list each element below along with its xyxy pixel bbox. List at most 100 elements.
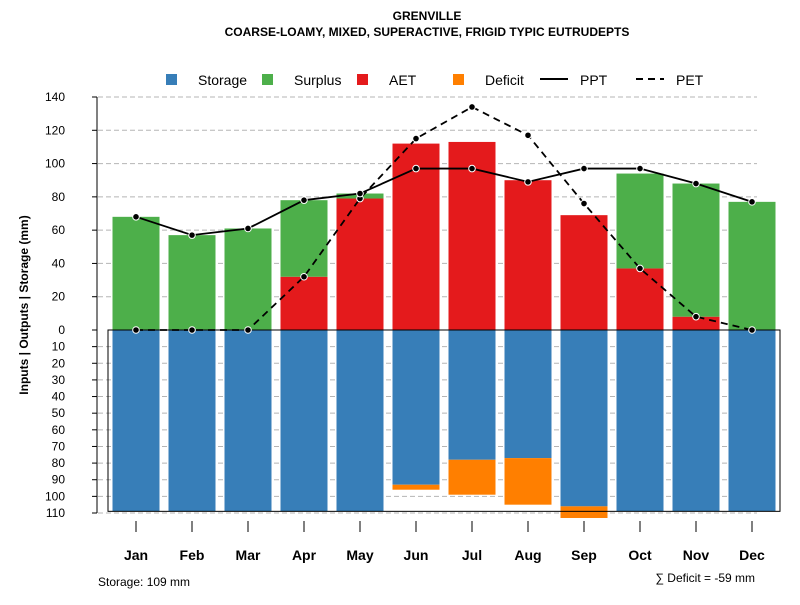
x-tick-label: Apr	[292, 547, 317, 563]
storage-bar	[728, 330, 776, 512]
storage-bar	[112, 330, 160, 512]
ppt-point	[580, 164, 588, 173]
x-tick-label: Jun	[404, 547, 429, 563]
x-tick-label: Feb	[180, 547, 205, 563]
ppt-point	[412, 164, 420, 173]
x-tick-label: Jul	[462, 547, 482, 563]
storage-bar	[392, 330, 440, 485]
y-tick-label: 0	[58, 323, 65, 337]
ppt-point	[300, 196, 308, 204]
y-tick-label: 40	[52, 256, 66, 270]
storage-bar	[168, 330, 216, 512]
surplus-bar	[280, 200, 328, 277]
storage-bar	[504, 330, 552, 459]
legend-pet-label: PET	[676, 72, 704, 88]
deficit-bar	[560, 506, 608, 518]
ppt-point	[132, 213, 140, 221]
ppt-point	[524, 178, 532, 186]
pet-point	[412, 134, 420, 143]
deficit-note: ∑ Deficit = -59 mm	[655, 571, 755, 585]
y-tick-label: 30	[52, 373, 66, 387]
pet-point	[636, 264, 644, 273]
storage-bar	[280, 330, 328, 512]
legend-surplus-label: Surplus	[294, 72, 341, 88]
y-tick-label: 20	[52, 356, 66, 370]
y-tick-label: 10	[52, 340, 66, 354]
chart-subtitle: COARSE-LOAMY, MIXED, SUPERACTIVE, FRIGID…	[225, 25, 630, 39]
legend-aet-label: AET	[389, 72, 417, 88]
pet-point	[244, 326, 252, 334]
y-axis-title: Inputs | Outputs | Storage (mm)	[17, 215, 31, 394]
pet-point	[524, 131, 532, 140]
y-tick-label: 20	[52, 290, 66, 304]
legend-deficit-swatch	[453, 74, 464, 85]
y-tick-label: 110	[46, 506, 65, 520]
legend-surplus-swatch	[262, 74, 273, 85]
ppt-point	[188, 231, 196, 239]
surplus-bar	[672, 183, 720, 317]
storage-bar	[448, 330, 496, 460]
storage-bar	[616, 330, 664, 512]
ppt-line	[135, 167, 753, 237]
y-tick-label: 40	[52, 390, 66, 404]
deficit-bar	[392, 484, 440, 490]
ppt-point	[356, 189, 364, 198]
legend-storage-label: Storage	[198, 72, 247, 88]
storage-bar	[560, 330, 608, 507]
y-axis: 0 20 40 60 80 100 120 140 10 20 30 40 50 60 70 80 90 100 1…	[45, 90, 98, 520]
surplus-bar	[616, 173, 664, 269]
x-tick-label: Mar	[236, 547, 261, 563]
y-tick-label: 50	[52, 406, 66, 420]
pet-point	[188, 326, 196, 334]
aet-bar	[448, 141, 496, 330]
surplus-bar	[728, 201, 776, 330]
y-tick-label: 60	[52, 423, 66, 437]
surplus-bar	[168, 235, 216, 330]
series-lines	[132, 103, 756, 334]
pet-point	[132, 326, 140, 334]
aet-bar	[672, 316, 720, 330]
y-tick-label: 80	[52, 190, 66, 204]
storage-bar	[672, 330, 720, 512]
legend: Storage Surplus AET Deficit PPT PET	[166, 72, 704, 88]
legend-deficit-label: Deficit	[485, 72, 524, 88]
aet-bar	[560, 215, 608, 330]
storage-note: Storage: 109 mm	[98, 575, 190, 589]
pet-point	[300, 272, 308, 281]
pet-line	[136, 105, 753, 331]
pet-point	[580, 199, 588, 208]
aet-bar	[616, 268, 664, 330]
bars	[107, 141, 781, 518]
ppt-point	[468, 164, 476, 173]
ppt-point	[692, 179, 700, 188]
y-tick-label: 100	[45, 489, 65, 503]
y-tick-label: 140	[45, 90, 65, 104]
y-tick-label: 100	[45, 157, 65, 171]
x-tick-label: Oct	[628, 547, 652, 563]
ppt-point	[244, 224, 252, 233]
surplus-bar	[224, 228, 272, 330]
surplus-bar	[112, 216, 160, 330]
y-tick-label: 90	[52, 473, 66, 487]
aet-bar	[336, 198, 384, 330]
ppt-point	[748, 198, 756, 206]
legend-ppt-label: PPT	[580, 72, 608, 88]
pet-point	[692, 312, 700, 321]
storage-bar	[224, 330, 272, 512]
pet-point	[468, 103, 476, 111]
y-tick-label: 120	[45, 123, 65, 137]
x-tick-label: Jan	[124, 547, 148, 563]
pet-point	[748, 326, 756, 334]
x-tick-label: Aug	[514, 547, 541, 563]
ppt-point	[636, 164, 644, 173]
deficit-bar	[448, 459, 496, 495]
aet-bar	[504, 180, 552, 330]
deficit-bar	[504, 458, 552, 505]
x-tick-label: Sep	[571, 547, 597, 563]
legend-storage-swatch	[166, 74, 177, 85]
y-tick-label: 60	[52, 223, 66, 237]
x-axis: Jan Feb Mar Apr May Jun Jul Aug Sep Oct Nov Dec	[124, 521, 765, 563]
storage-bar	[336, 330, 384, 512]
aet-bar	[280, 276, 328, 330]
